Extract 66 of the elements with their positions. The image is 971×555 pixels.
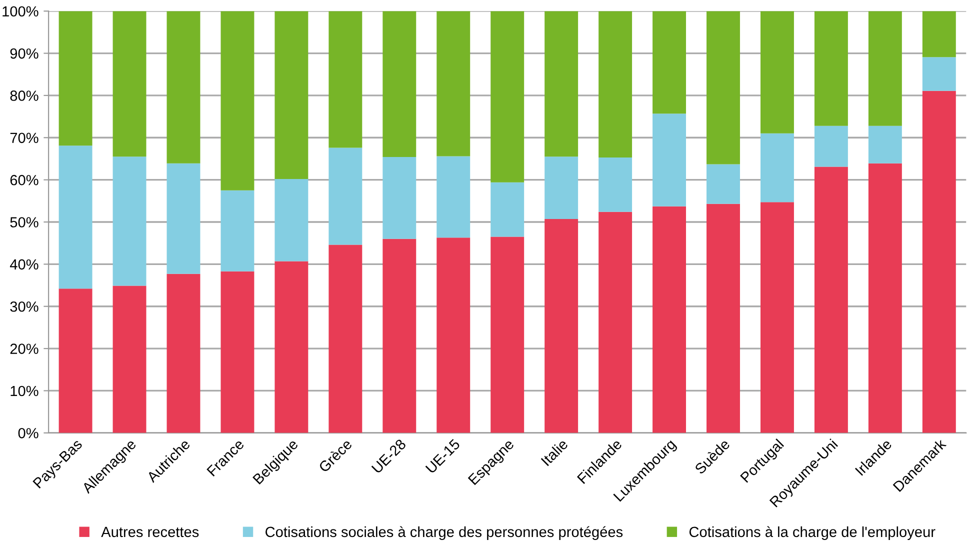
bar (274, 261, 308, 433)
bar (706, 204, 740, 433)
bar (490, 236, 524, 433)
y-tick-label: 0% (18, 428, 38, 438)
bar (220, 271, 254, 433)
bar (328, 148, 362, 245)
y-tick-label: 90% (10, 48, 38, 59)
bar (220, 190, 254, 272)
bar (490, 11, 524, 182)
y-tick-label: 60% (10, 174, 38, 186)
bar (760, 202, 794, 433)
y-tick-label: 10% (10, 386, 38, 396)
legend-label: Autres recettes (101, 526, 199, 538)
bar (112, 156, 146, 286)
y-tick-label: 40% (10, 259, 38, 270)
bar (706, 11, 740, 164)
bar (652, 11, 686, 114)
bar (382, 238, 416, 433)
bar (58, 11, 92, 146)
bar (382, 11, 416, 158)
bar (58, 288, 92, 433)
bar (760, 11, 794, 134)
bar (598, 212, 632, 433)
bar (544, 11, 578, 157)
bar (868, 126, 902, 164)
bar (922, 57, 956, 91)
bar (436, 156, 470, 238)
bar (382, 157, 416, 239)
bar (868, 11, 902, 126)
y-tick-label: 100% (2, 6, 38, 17)
bar (652, 206, 686, 433)
bar (112, 11, 146, 157)
bar (58, 146, 92, 289)
bar (220, 11, 254, 190)
bar (598, 11, 632, 158)
bar (166, 274, 200, 433)
bar (814, 11, 848, 126)
bar (166, 11, 200, 164)
bar (598, 157, 632, 212)
y-tick-label: 20% (10, 344, 38, 354)
bar (760, 133, 794, 202)
bar (922, 11, 956, 58)
bar (166, 163, 200, 274)
bar (544, 219, 578, 433)
bar (490, 182, 524, 237)
bar (652, 114, 686, 206)
bar (436, 11, 470, 156)
bar (112, 286, 146, 433)
y-tick-label: 80% (10, 90, 38, 101)
legend-label: Cotisations à la charge de l'employeur (689, 526, 936, 540)
bar (544, 156, 578, 220)
bar (814, 166, 848, 433)
y-tick-label: 50% (10, 217, 38, 228)
y-tick-label: 30% (10, 301, 38, 312)
bar (328, 244, 362, 433)
legend-label: Cotisations sociales à charge des personnes protégées (266, 526, 623, 540)
bar (868, 163, 902, 433)
bar (922, 90, 956, 433)
bar (436, 238, 470, 433)
bar (814, 126, 848, 167)
bar (274, 178, 308, 262)
bar (274, 11, 308, 179)
x-tick-label: Italie (540, 438, 568, 466)
bar (706, 164, 740, 204)
bar (328, 11, 362, 148)
y-tick-label: 70% (10, 132, 38, 144)
